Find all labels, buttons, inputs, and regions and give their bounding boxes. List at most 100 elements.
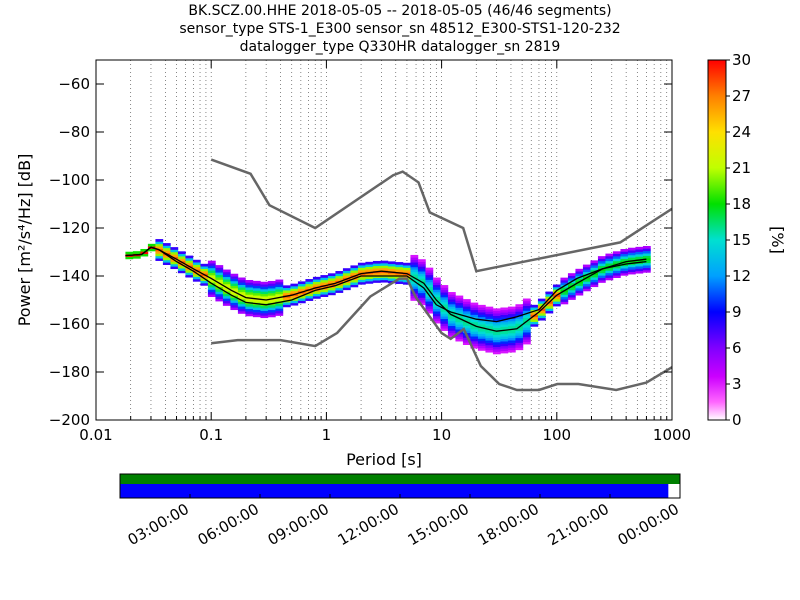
heatmap-cell	[500, 343, 509, 347]
heatmap-cell	[387, 268, 396, 272]
heatmap-cell	[470, 345, 479, 349]
period-grid	[130, 60, 668, 420]
heatmap-cell	[485, 345, 494, 348]
heatmap-cell	[185, 255, 194, 259]
heatmap-cell	[260, 300, 269, 304]
heatmap-cell	[567, 297, 576, 300]
heatmap-cell	[507, 333, 516, 336]
colorbar-ticks: 0 3 6 9 12 15 18 21 24 27 30	[726, 51, 751, 429]
heatmap-cell	[237, 301, 246, 305]
ppsd-axes: 0.01 0.1 1 10 100 1000 −200 −180 −160 −140 −120 −10…	[49, 60, 691, 444]
heatmap-cell	[230, 283, 239, 287]
heatmap-cell	[155, 258, 164, 261]
heatmap-cell	[425, 301, 434, 304]
heatmap-cell	[455, 333, 464, 337]
heatmap-cell	[215, 269, 224, 273]
heatmap-cell	[305, 283, 314, 287]
heatmap-cell	[552, 291, 561, 295]
heatmap-cell	[470, 333, 479, 337]
heatmap-cell	[237, 284, 246, 288]
heatmap-cell	[215, 274, 224, 278]
heatmap-cell	[282, 290, 291, 293]
heatmap-cell	[387, 275, 396, 279]
heatmap-cell	[567, 282, 576, 286]
heatmap-cell	[620, 273, 629, 276]
heatmap-cell	[440, 297, 449, 300]
heatmap-cell	[155, 253, 164, 257]
heatmap-cell	[335, 285, 344, 289]
heatmap-cell	[245, 282, 254, 286]
colorbar-tick-label: 3	[732, 375, 742, 393]
heatmap-cell	[515, 306, 524, 310]
coverage-tick-label: 18:00:00	[475, 500, 542, 549]
heatmap-cell	[485, 333, 494, 336]
heatmap-cell	[642, 250, 651, 254]
heatmap-cell	[402, 267, 411, 271]
heatmap-cell	[522, 324, 531, 328]
heatmap-cell	[590, 277, 599, 280]
colorbar-tick-label: 18	[732, 195, 751, 213]
heatmap-cell	[440, 299, 449, 303]
heatmap-cell	[252, 288, 261, 291]
heatmap-cell	[485, 309, 494, 312]
heatmap-cell	[522, 327, 531, 331]
heatmap-cell	[612, 272, 621, 276]
heatmap-cell	[357, 281, 366, 285]
heatmap-cell	[162, 243, 171, 246]
heatmap-cell	[560, 301, 569, 305]
heatmap-cell	[312, 296, 321, 299]
heatmap-cell	[282, 292, 291, 296]
heatmap-cell	[642, 265, 651, 268]
heatmap-cell	[522, 315, 531, 319]
heatmap-cell	[485, 335, 494, 339]
heatmap-cell	[432, 291, 441, 295]
heatmap-cell	[455, 314, 464, 318]
heatmap-cell	[305, 279, 314, 282]
heatmap-cell	[507, 323, 516, 327]
heatmap-cell	[485, 313, 494, 317]
heatmap-cell	[162, 259, 171, 263]
heatmap-cell	[260, 296, 269, 299]
heatmap-cell	[545, 303, 554, 307]
heatmap-cell	[605, 255, 614, 259]
heatmap-cell	[177, 265, 186, 269]
heatmap-cell	[477, 304, 486, 308]
heatmap-cell	[237, 296, 246, 300]
colorbar-tick-label: 6	[732, 339, 742, 357]
heatmap-cell	[222, 281, 231, 285]
heatmap-cell	[380, 279, 389, 283]
heatmap-cell	[350, 272, 359, 276]
heatmap-cell	[275, 293, 284, 297]
heatmap-cell	[515, 323, 524, 327]
heatmap-cell	[477, 328, 486, 332]
heatmap-cell	[425, 284, 434, 288]
heatmap-cell	[515, 304, 524, 307]
heatmap-cell	[417, 300, 426, 303]
heatmap-cell	[207, 291, 216, 295]
heatmap-cell	[545, 308, 554, 312]
heatmap-cell	[275, 308, 284, 312]
heatmap-cell	[192, 264, 201, 268]
heatmap-cell	[350, 282, 359, 285]
heatmap-cell	[267, 309, 276, 313]
heatmap-cell	[507, 337, 516, 341]
heatmap-cell	[530, 319, 539, 322]
heatmap-cell	[627, 271, 636, 275]
heatmap-cell	[492, 315, 501, 319]
heatmap-cell	[417, 292, 426, 296]
heatmap-cell	[170, 261, 179, 265]
heatmap-cell	[327, 287, 336, 291]
heatmap-cell	[440, 304, 449, 307]
heatmap-cell	[470, 321, 479, 325]
heatmap-cell	[380, 267, 389, 271]
heatmap-cell	[492, 341, 501, 345]
heatmap-cell	[440, 294, 449, 298]
heatmap-cell	[545, 305, 554, 309]
heatmap-cell	[477, 307, 486, 310]
heatmap-cell	[492, 346, 501, 350]
heatmap-cell	[597, 280, 606, 283]
heatmap-cell	[552, 301, 561, 305]
heatmap-cell	[642, 258, 651, 261]
heatmap-cell	[245, 299, 254, 302]
heatmap-cell	[417, 273, 426, 277]
